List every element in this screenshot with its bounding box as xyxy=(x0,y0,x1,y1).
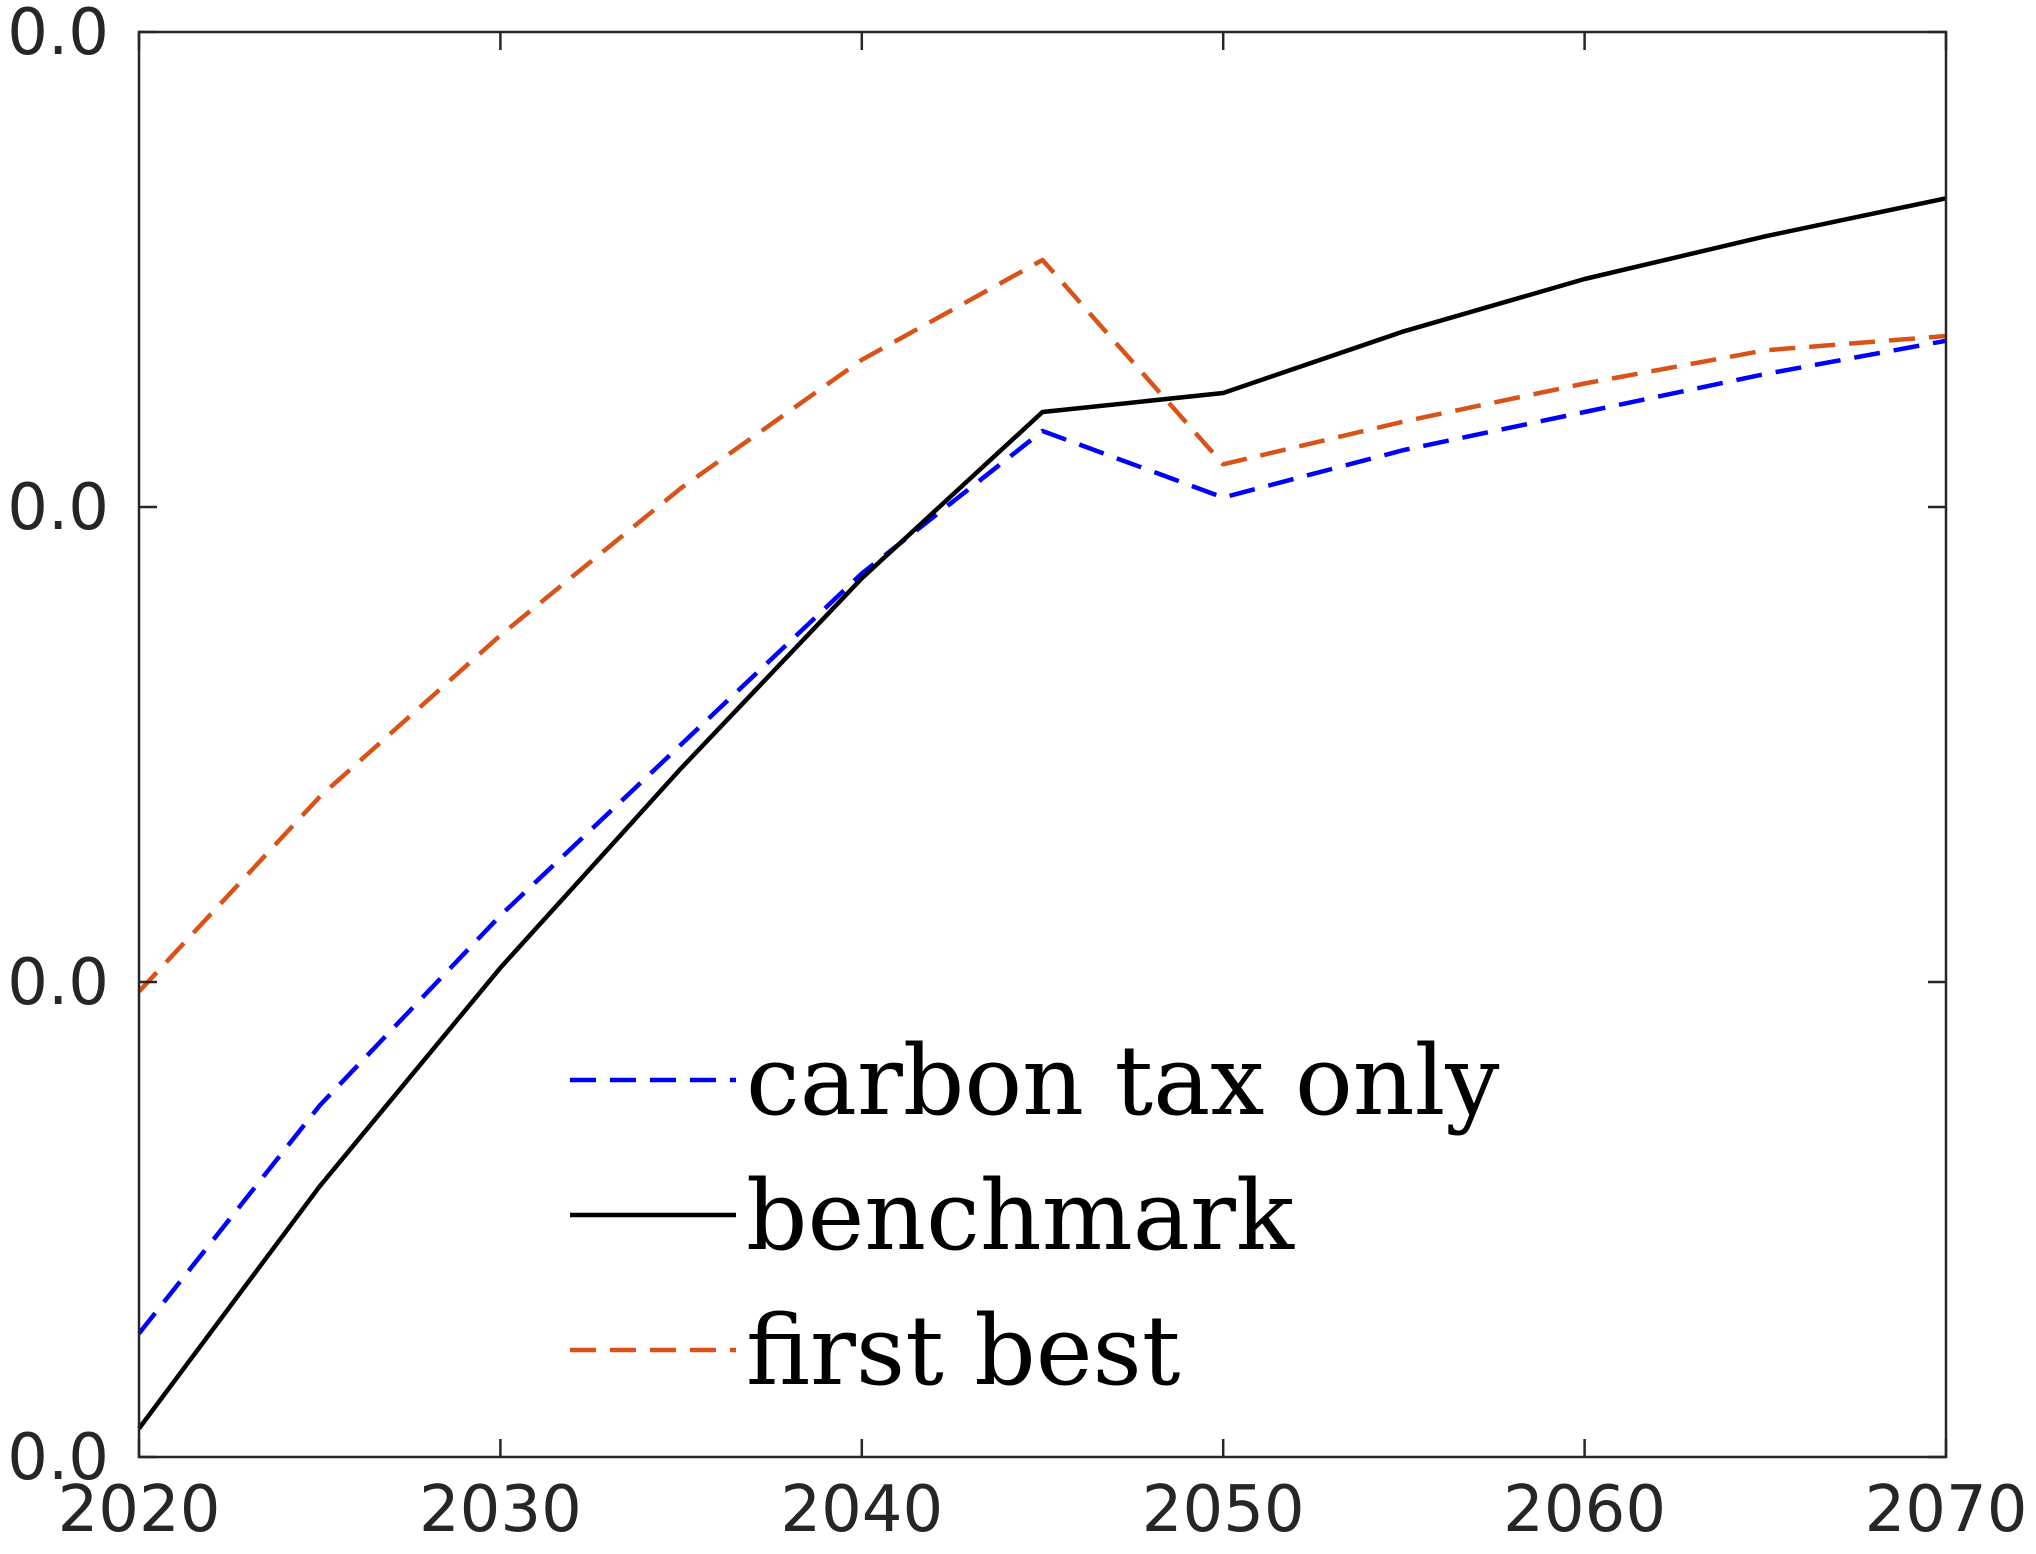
series-line-benchmark xyxy=(137,196,1947,1430)
x-tick-label: 2040 xyxy=(780,1473,943,1547)
x-tick-label: 2050 xyxy=(1142,1473,1305,1547)
x-tick-label: 2070 xyxy=(1865,1473,2028,1547)
x-tick-label: 2030 xyxy=(419,1473,582,1547)
x-tick-label: 2020 xyxy=(58,1473,221,1547)
y-tick-label: 0.0 xyxy=(7,471,109,545)
legend-label-benchmark: benchmark xyxy=(746,1160,1295,1272)
plot-area xyxy=(139,32,1946,1457)
x-tick-label: 2060 xyxy=(1503,1473,1666,1547)
y-tick-label: 0.0 xyxy=(7,946,109,1020)
plot-frame xyxy=(137,30,1948,1459)
y-tick-label: 0.0 xyxy=(7,0,109,70)
series-layer xyxy=(137,196,1947,1430)
legend-label-first-best: first best xyxy=(746,1295,1180,1407)
series-line-carbon-tax-only xyxy=(137,338,1947,1335)
y-tick-label: 0.0 xyxy=(7,1421,109,1495)
y-tick-labels: 0.0 0.0 0.0 0.0 xyxy=(7,0,109,1495)
x-tick-labels: 2020 2030 2040 2050 2060 2070 xyxy=(58,1473,2028,1547)
legend: carbon tax only benchmark first best xyxy=(570,1025,1500,1407)
legend-label-carbon-tax-only: carbon tax only xyxy=(746,1025,1500,1137)
series-line-first-best xyxy=(137,257,1947,994)
